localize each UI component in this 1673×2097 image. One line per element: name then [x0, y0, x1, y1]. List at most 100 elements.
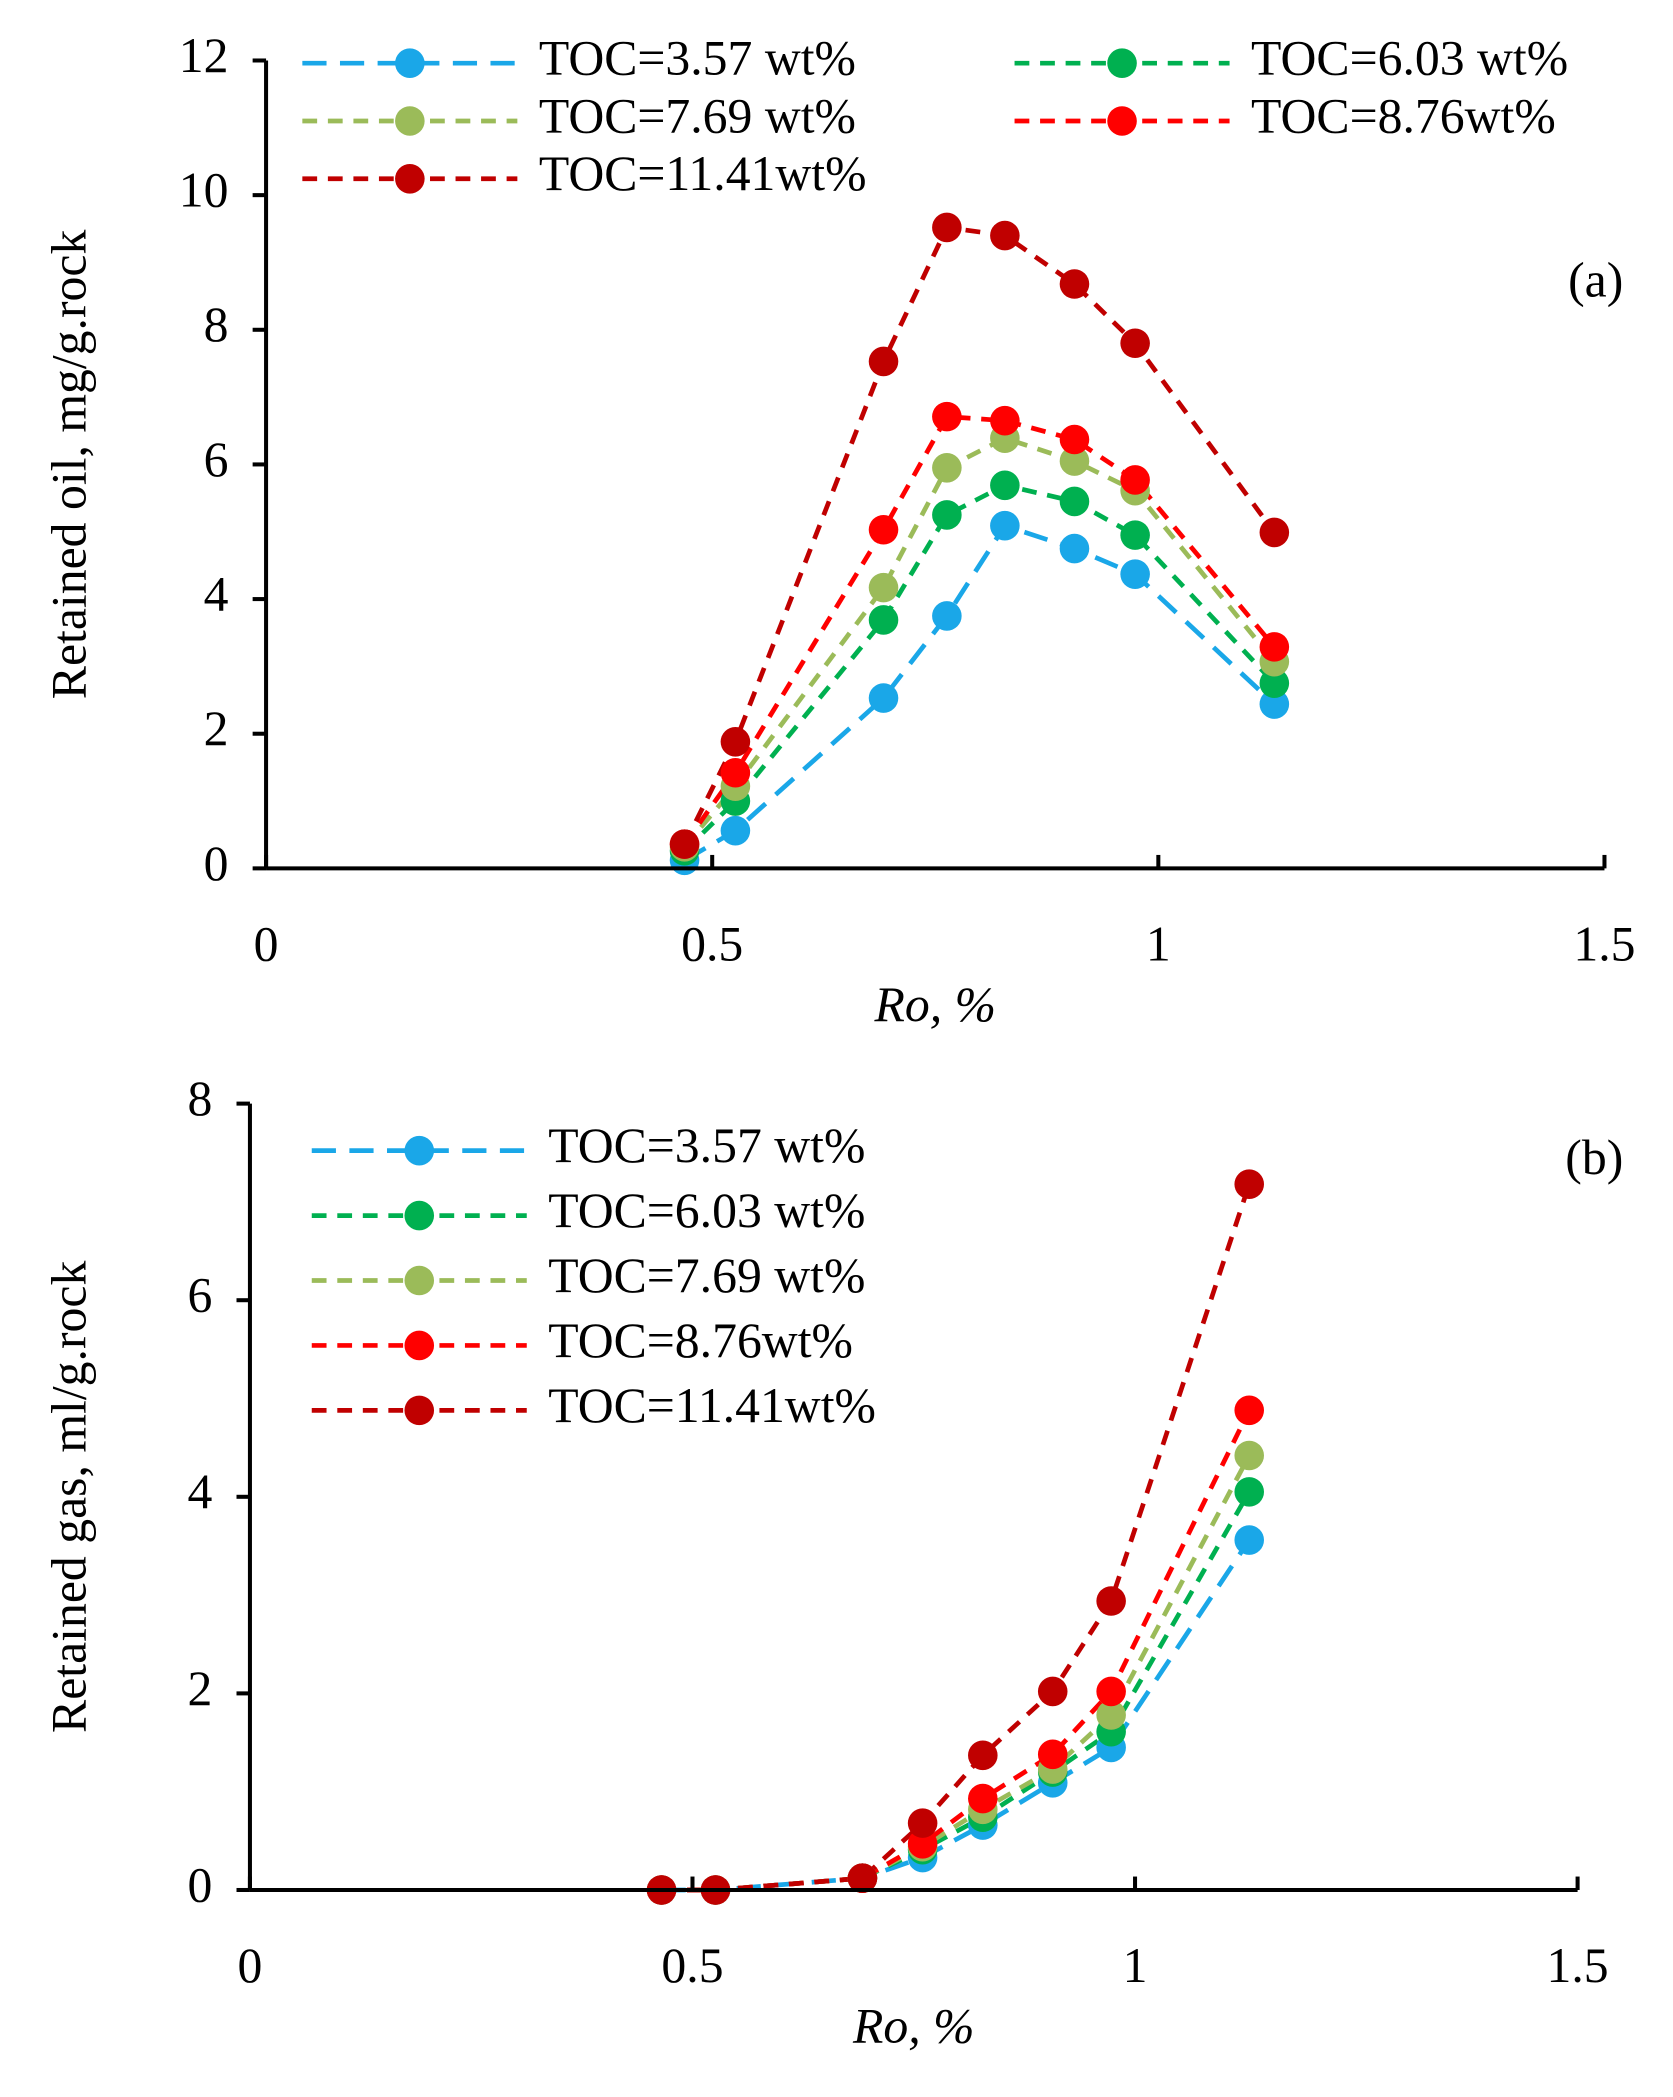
series-line [683, 522, 1276, 863]
x-tick-label: 1 [1146, 916, 1171, 971]
legend-label: TOC=7.69 wt% [548, 1248, 865, 1303]
data-point [1059, 424, 1090, 455]
legend-marker [404, 1395, 435, 1426]
legend-label: TOC=6.03 wt% [1251, 31, 1568, 86]
y-axis-label: Retained gas, ml/g.rock [41, 1261, 96, 1733]
data-point [932, 401, 962, 432]
data-point [1234, 1477, 1265, 1507]
legend-marker [395, 163, 425, 194]
y-axis-label: Retained oil, mg/g.rock [41, 230, 96, 700]
legend-label: TOC=3.57 wt% [548, 1118, 865, 1173]
data-point [868, 683, 899, 713]
data-point [1234, 1525, 1265, 1555]
annotation: (a) [1568, 252, 1623, 307]
data-point [720, 757, 751, 788]
y-tick-label: 6 [204, 432, 229, 487]
legend-label: TOC=6.03 wt% [548, 1183, 865, 1238]
y-tick-label: 2 [187, 1661, 212, 1716]
y-tick-label: 8 [204, 297, 229, 352]
series-line [661, 1490, 1252, 1893]
data-point [720, 815, 751, 846]
legend-marker [404, 1265, 435, 1296]
x-axis-label: Ro, % [852, 1999, 974, 2054]
y-tick-label: 6 [187, 1268, 212, 1323]
series-line [682, 224, 1277, 846]
data-point [1120, 520, 1150, 550]
data-point [1096, 1700, 1126, 1730]
data-point [868, 346, 899, 377]
data-point [1259, 517, 1290, 548]
legend-marker [404, 1330, 435, 1361]
y-tick-label: 10 [179, 163, 229, 218]
legend-label: TOC=8.76wt% [548, 1313, 853, 1368]
data-point [1059, 269, 1090, 299]
data-point [868, 605, 899, 635]
data-point [1234, 1440, 1265, 1471]
data-point [1120, 328, 1150, 359]
data-point [868, 514, 899, 545]
legend-marker [404, 1200, 435, 1231]
legend-marker [404, 1135, 435, 1166]
legend-marker [1107, 48, 1137, 78]
series-line [682, 414, 1277, 846]
x-tick-label: 0.5 [681, 916, 743, 971]
data-point [990, 510, 1020, 541]
x-tick-label: 1.5 [1547, 1938, 1609, 1993]
y-tick-label: 2 [204, 701, 229, 756]
data-point [1234, 1169, 1265, 1200]
x-tick-label: 1 [1123, 1938, 1148, 1993]
data-point [1120, 559, 1150, 589]
y-tick-label: 0 [204, 836, 229, 891]
data-point [868, 572, 899, 603]
data-point [1259, 668, 1290, 699]
data-point [1037, 1676, 1068, 1707]
data-point [990, 220, 1020, 251]
legend-label: TOC=7.69 wt% [539, 88, 856, 143]
data-point [1037, 1739, 1068, 1770]
data-point [932, 212, 962, 243]
legend-marker [1107, 106, 1137, 136]
data-point [932, 453, 962, 483]
data-point [907, 1808, 938, 1838]
data-point [1096, 1676, 1126, 1707]
data-point [1059, 486, 1090, 517]
data-point [932, 601, 962, 631]
data-point [720, 727, 751, 757]
data-point [669, 829, 700, 859]
data-point [1259, 632, 1290, 662]
x-tick-label: 1.5 [1573, 916, 1635, 971]
y-tick-label: 0 [187, 1857, 212, 1912]
data-point [1059, 533, 1090, 564]
data-point [990, 470, 1020, 501]
legend-marker [395, 48, 425, 78]
x-axis-label: Ro, % [874, 977, 996, 1032]
series-line [661, 1409, 1252, 1893]
data-point [1259, 689, 1290, 719]
data-point [1059, 446, 1090, 476]
legend-label: TOC=3.57 wt% [539, 31, 856, 86]
data-point [1096, 1586, 1126, 1616]
data-point [907, 1829, 938, 1859]
series-line [682, 482, 1277, 853]
data-point [1120, 465, 1150, 495]
legend-label: TOC=8.76wt% [1251, 88, 1556, 143]
y-tick-label: 8 [187, 1071, 212, 1126]
data-point [990, 405, 1020, 436]
x-tick-label: 0 [238, 1938, 263, 1993]
annotation: (b) [1565, 1130, 1623, 1185]
data-point [968, 1783, 998, 1814]
data-point [1234, 1395, 1265, 1426]
y-tick-label: 4 [204, 566, 229, 621]
data-point [968, 1740, 998, 1771]
series-line [682, 435, 1277, 849]
x-tick-label: 0.5 [661, 1938, 723, 1993]
legend-label: TOC=11.41wt% [539, 146, 867, 201]
y-tick-label: 12 [179, 28, 229, 83]
legend-label: TOC=11.41wt% [548, 1378, 876, 1433]
y-tick-label: 4 [187, 1464, 212, 1519]
legend-marker [395, 106, 425, 136]
data-point [847, 1863, 878, 1893]
x-tick-label: 0 [254, 916, 279, 971]
data-point [932, 500, 962, 530]
